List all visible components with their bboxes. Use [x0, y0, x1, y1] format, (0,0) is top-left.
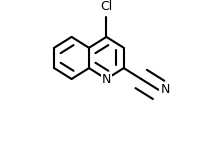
- Text: N: N: [160, 83, 170, 96]
- Text: Cl: Cl: [100, 0, 112, 13]
- Text: N: N: [102, 73, 111, 86]
